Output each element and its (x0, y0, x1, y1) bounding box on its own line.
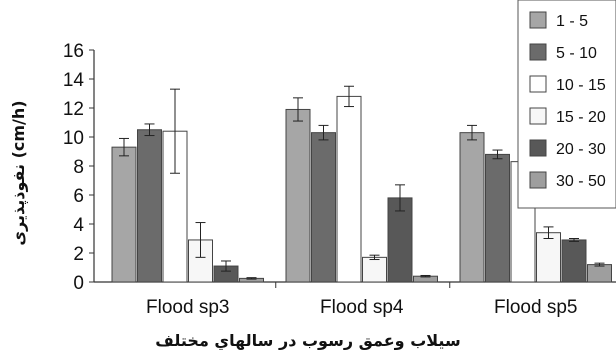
bar (387, 197, 413, 283)
legend-swatch (529, 107, 547, 125)
y-tick-label: 6 (73, 186, 84, 207)
legend-swatch (529, 43, 547, 61)
legend-label: 20 - 30 (556, 141, 606, 158)
bar (561, 239, 587, 283)
legend-label: 30 - 50 (556, 173, 606, 190)
legend-label: 5 - 10 (556, 45, 597, 62)
bar (587, 264, 612, 283)
y-tick-label: 16 (63, 41, 84, 62)
bar (311, 132, 336, 283)
bar (336, 95, 362, 283)
x-category-label: Flood sp5 (494, 297, 577, 318)
bar (285, 108, 311, 283)
legend-label: 10 - 15 (556, 77, 606, 94)
x-category-label: Flood sp3 (146, 297, 229, 318)
y-tick-label: 10 (63, 128, 84, 149)
y-tick-label: 14 (63, 70, 85, 91)
bar (137, 129, 162, 283)
legend-swatch (529, 139, 547, 157)
legend-swatch (529, 75, 547, 93)
x-axis-label: سيلاب وعمق رسوب در سالهاي مختلف (155, 331, 460, 351)
legend-swatch (529, 171, 547, 189)
y-axis-label: نفوذپذیری (cm/h) (9, 100, 29, 245)
x-category-label: Flood sp4 (320, 297, 404, 318)
bar (111, 146, 137, 283)
legend-label: 1 - 5 (556, 13, 588, 30)
bar (536, 232, 561, 283)
legend-swatch (529, 11, 547, 29)
y-tick-label: 2 (73, 244, 84, 265)
bar (162, 130, 188, 283)
y-tick-label: 4 (73, 215, 84, 236)
bar (485, 153, 510, 283)
legend-label: 15 - 20 (556, 109, 606, 126)
y-tick-label: 12 (63, 99, 84, 120)
bar (362, 256, 387, 283)
y-ticks: 0 2 4 6 8 10 12 14 16 (63, 41, 94, 294)
y-tick-label: 0 (73, 273, 84, 294)
bars (111, 85, 612, 283)
legend: 1 - 5 5 - 10 10 - 15 15 - 20 20 - 30 30 - 50 (517, 0, 616, 209)
x-categories: Flood sp3 Flood sp4 Flood sp5 (146, 297, 577, 318)
y-tick-label: 8 (73, 157, 84, 178)
bar (459, 132, 485, 283)
